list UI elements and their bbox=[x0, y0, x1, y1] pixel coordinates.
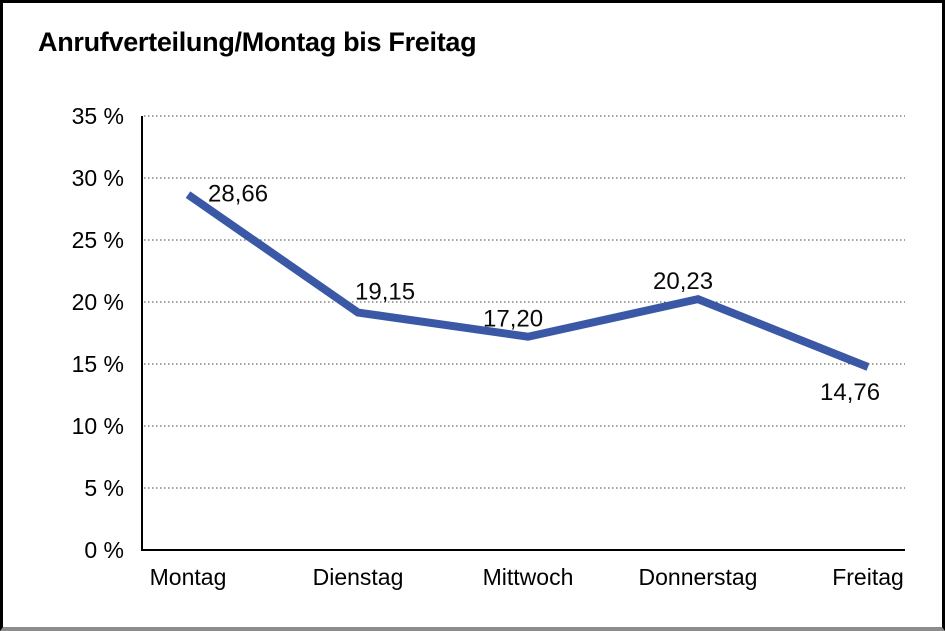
axis-lines bbox=[141, 116, 905, 551]
data-point-label: 28,66 bbox=[208, 181, 268, 208]
data-point-label: 20,23 bbox=[653, 268, 713, 295]
y-tick-label: 15 % bbox=[72, 351, 124, 377]
x-category-label: Donnerstag bbox=[639, 564, 758, 590]
data-point-label: 14,76 bbox=[820, 379, 880, 406]
y-tick-label: 35 % bbox=[72, 103, 124, 129]
x-category-label: Dienstag bbox=[313, 564, 404, 590]
chart-title: Anrufverteilung/Montag bis Freitag bbox=[38, 27, 477, 57]
data-point-label: 19,15 bbox=[355, 279, 415, 306]
y-tick-label: 0 % bbox=[84, 537, 124, 563]
y-tick-label: 20 % bbox=[72, 289, 124, 315]
y-tick-label: 10 % bbox=[72, 413, 124, 439]
y-tick-label: 5 % bbox=[84, 475, 124, 501]
y-tick-label: 25 % bbox=[72, 227, 124, 253]
x-category-label: Mittwoch bbox=[483, 564, 574, 590]
series-line bbox=[185, 191, 870, 371]
x-category-label: Montag bbox=[150, 564, 227, 590]
data-point-label: 17,20 bbox=[483, 306, 543, 333]
y-tick-label: 30 % bbox=[72, 165, 124, 191]
x-category-label: Freitag bbox=[832, 564, 904, 590]
